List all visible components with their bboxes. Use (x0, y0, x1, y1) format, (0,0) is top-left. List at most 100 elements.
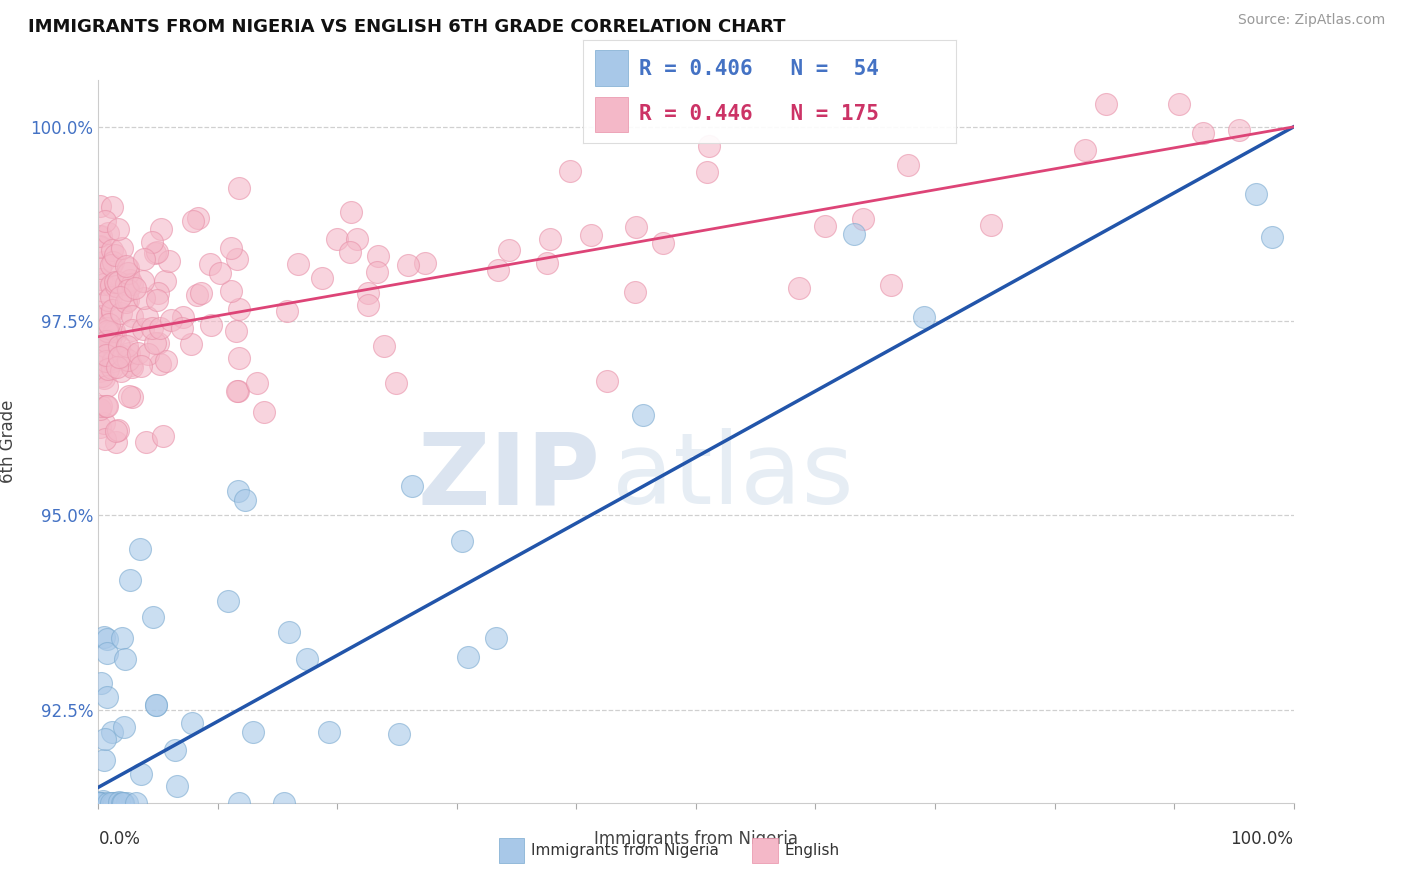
Point (228, 796, 250, 810)
Point (1244, 186, 1267, 201)
Point (105, 359, 128, 374)
Bar (595, 50, 628, 87)
Point (912, 310, 935, 325)
Point (117, 261, 139, 276)
Text: Source: ZipAtlas.com: Source: ZipAtlas.com (1237, 13, 1385, 28)
Point (844, 227, 866, 241)
Point (155, 354, 177, 368)
Point (100, 725, 122, 739)
Point (94, 339, 117, 353)
Point (145, 698, 167, 713)
Point (121, 323, 143, 337)
Y-axis label: 6th Grade: 6th Grade (0, 400, 17, 483)
Point (1095, 96, 1118, 111)
Text: ZIP: ZIP (418, 428, 600, 525)
Point (97, 293, 120, 307)
Text: R = 0.406   N =  54: R = 0.406 N = 54 (640, 59, 879, 78)
Point (1192, 127, 1215, 141)
Point (110, 796, 132, 810)
Point (157, 254, 180, 268)
Point (125, 796, 148, 810)
Point (252, 405, 274, 419)
Point (100, 278, 122, 293)
Point (112, 720, 135, 734)
Point (181, 716, 204, 731)
Point (96, 632, 118, 646)
Text: IMMIGRANTS FROM NIGERIA VS ENGLISH 6TH GRADE CORRELATION CHART: IMMIGRANTS FROM NIGERIA VS ENGLISH 6TH G… (28, 18, 786, 36)
Point (142, 610, 165, 624)
Point (93, 630, 115, 644)
Point (94, 399, 117, 413)
Point (89, 420, 111, 434)
Point (135, 434, 157, 449)
Point (373, 339, 395, 353)
Point (90, 312, 112, 326)
Point (117, 283, 139, 297)
Point (117, 267, 139, 281)
Point (696, 165, 718, 179)
Point (108, 339, 131, 353)
Point (96, 646, 118, 660)
Point (87, 343, 110, 357)
Point (172, 310, 194, 324)
Point (117, 353, 139, 368)
Point (97, 361, 120, 376)
Point (110, 306, 132, 320)
Point (97, 325, 120, 339)
Point (93, 753, 115, 767)
Point (101, 303, 124, 318)
Point (132, 274, 155, 288)
Point (89, 363, 111, 377)
Point (101, 360, 124, 375)
Point (118, 346, 141, 360)
Point (228, 301, 250, 316)
Point (163, 743, 186, 757)
Point (91, 254, 114, 268)
Point (115, 339, 138, 353)
Point (879, 277, 901, 292)
Point (104, 275, 127, 289)
Point (146, 293, 169, 307)
Point (89, 401, 111, 416)
Point (101, 353, 124, 368)
Point (225, 252, 247, 266)
Point (246, 376, 269, 390)
Point (339, 245, 361, 260)
Text: R = 0.446   N = 175: R = 0.446 N = 175 (640, 104, 879, 124)
Point (100, 796, 122, 810)
Point (357, 298, 380, 312)
Point (226, 384, 249, 398)
Point (103, 324, 125, 338)
Point (297, 652, 319, 666)
Point (90, 305, 112, 319)
Point (273, 796, 295, 810)
Point (149, 357, 172, 371)
Point (146, 336, 169, 351)
Point (631, 408, 654, 422)
Point (228, 351, 250, 365)
Point (89, 239, 111, 253)
Point (121, 390, 143, 404)
Point (90, 272, 112, 286)
Point (172, 321, 194, 335)
Point (101, 305, 124, 319)
Point (98, 334, 121, 348)
Point (111, 241, 134, 255)
Point (187, 211, 209, 225)
Point (131, 766, 153, 780)
Point (107, 424, 129, 438)
Point (91, 346, 114, 360)
Point (110, 289, 132, 303)
Point (91, 794, 114, 808)
Point (558, 164, 581, 178)
Point (596, 374, 619, 388)
Point (141, 320, 163, 334)
Point (787, 281, 810, 295)
Point (219, 241, 242, 255)
Point (276, 303, 298, 318)
Point (278, 624, 301, 639)
Point (136, 310, 159, 324)
Point (150, 222, 173, 236)
Point (93, 370, 115, 384)
Point (111, 349, 134, 363)
